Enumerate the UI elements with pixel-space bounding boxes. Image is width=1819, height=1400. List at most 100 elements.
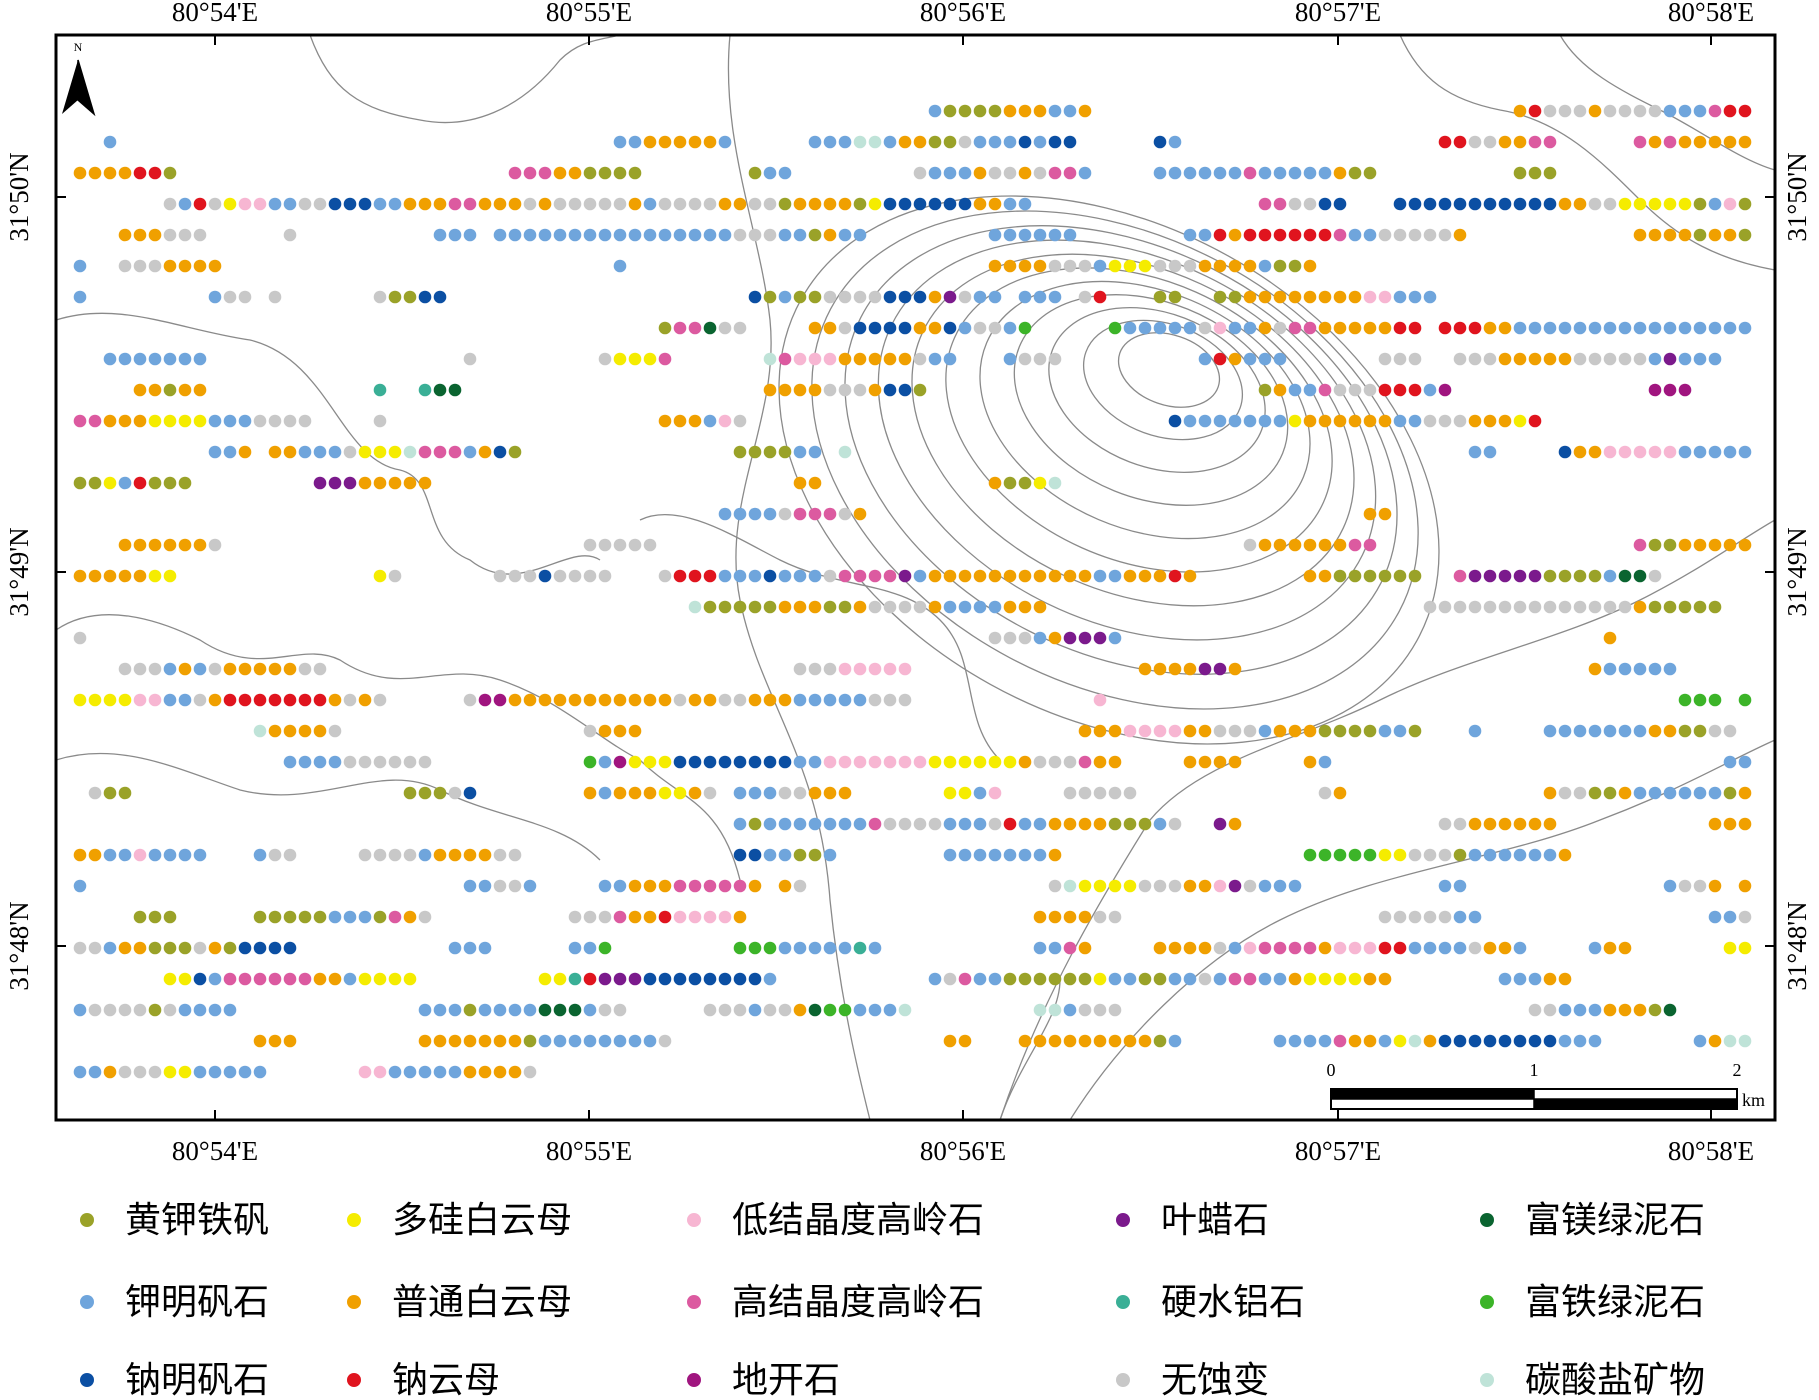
sample-dot (358, 445, 372, 459)
sample-dot (1498, 600, 1512, 614)
sample-dot (823, 755, 837, 769)
contour-line (1082, 319, 1244, 441)
sample-dot (808, 507, 822, 521)
scale-label: 2 (1733, 1060, 1742, 1080)
sample-dot (478, 1034, 492, 1048)
sample-dot (148, 476, 162, 490)
sample-dot (778, 290, 792, 304)
sample-dot (1603, 600, 1617, 614)
sample-dot (1618, 786, 1632, 800)
sample-dot (463, 1034, 477, 1048)
sample-dot (808, 569, 822, 583)
sample-dot (703, 569, 717, 583)
sample-dot (523, 1034, 537, 1048)
sample-dot (1528, 600, 1542, 614)
sample-dot (478, 1065, 492, 1079)
sample-dot (1288, 228, 1302, 242)
sample-dot (838, 507, 852, 521)
sample-dot (178, 1065, 192, 1079)
sample-dot (643, 693, 657, 707)
sample-dot (658, 693, 672, 707)
sample-dot (73, 941, 87, 955)
sample-dot (178, 414, 192, 428)
sample-dot (1033, 352, 1047, 366)
sample-dot (268, 724, 282, 738)
sample-dot (1303, 755, 1317, 769)
sample-dot (733, 941, 747, 955)
sample-dot (1738, 941, 1752, 955)
sample-dot (343, 755, 357, 769)
sample-dot (793, 445, 807, 459)
sample-dot (1738, 817, 1752, 831)
sample-dot (1228, 290, 1242, 304)
sample-dot (658, 197, 672, 211)
sample-dot (628, 166, 642, 180)
sample-dot (268, 197, 282, 211)
legend-dot (1116, 1373, 1130, 1387)
sample-dot (718, 197, 732, 211)
sample-dot (1393, 941, 1407, 955)
sample-dot (1483, 414, 1497, 428)
sample-dot (1618, 569, 1632, 583)
sample-dot (1423, 910, 1437, 924)
sample-dot (1303, 197, 1317, 211)
sample-dot (1528, 414, 1542, 428)
sample-dot (613, 910, 627, 924)
sample-dot (658, 414, 672, 428)
sample-dot (823, 228, 837, 242)
sample-dot (943, 290, 957, 304)
sample-dot (1033, 569, 1047, 583)
sample-dot (418, 445, 432, 459)
sample-dot (1303, 259, 1317, 273)
sample-dot (1378, 848, 1392, 862)
sample-dot (1333, 414, 1347, 428)
sample-dot (1048, 631, 1062, 645)
sample-dot (958, 1034, 972, 1048)
scale-outline (1330, 1088, 1738, 1110)
sample-dot (823, 383, 837, 397)
sample-dot (238, 290, 252, 304)
sample-dot (1228, 228, 1242, 242)
sample-dot (1018, 166, 1032, 180)
sample-dot (1558, 445, 1572, 459)
sample-dot (1378, 352, 1392, 366)
sample-dot (88, 1065, 102, 1079)
sample-dot (1618, 941, 1632, 955)
sample-dot (1228, 166, 1242, 180)
sample-dot (463, 1065, 477, 1079)
legend-dot (1480, 1295, 1494, 1309)
sample-dot (1648, 383, 1662, 397)
sample-dot (253, 693, 267, 707)
lon-label: 80°54'E (172, 1136, 258, 1166)
sample-dot (1543, 1034, 1557, 1048)
sample-dot (1243, 724, 1257, 738)
sample-dot (1363, 724, 1377, 738)
sample-dot (1348, 166, 1362, 180)
sample-dot (1198, 228, 1212, 242)
sample-dot (763, 786, 777, 800)
sample-dot (1453, 352, 1467, 366)
sample-dot (163, 693, 177, 707)
sample-dot (808, 476, 822, 490)
sample-dot (1498, 135, 1512, 149)
sample-dot (688, 910, 702, 924)
sample-dot (1048, 879, 1062, 893)
sample-dot (1408, 569, 1422, 583)
sample-dot (868, 135, 882, 149)
sample-dot (1303, 321, 1317, 335)
sample-dot (808, 228, 822, 242)
sample-dot (1678, 879, 1692, 893)
sample-dot (1693, 135, 1707, 149)
sample-dot (1048, 1003, 1062, 1017)
sample-dot (1558, 1003, 1572, 1017)
sample-dot (568, 228, 582, 242)
lon-label: 80°55'E (546, 1136, 632, 1166)
sample-dot (1273, 290, 1287, 304)
lon-label: 80°54'E (172, 0, 258, 27)
sample-dot (1513, 197, 1527, 211)
sample-dot (1168, 941, 1182, 955)
sample-dot (568, 1034, 582, 1048)
sample-dot (193, 662, 207, 676)
sample-dot (1723, 321, 1737, 335)
sample-dot (133, 476, 147, 490)
